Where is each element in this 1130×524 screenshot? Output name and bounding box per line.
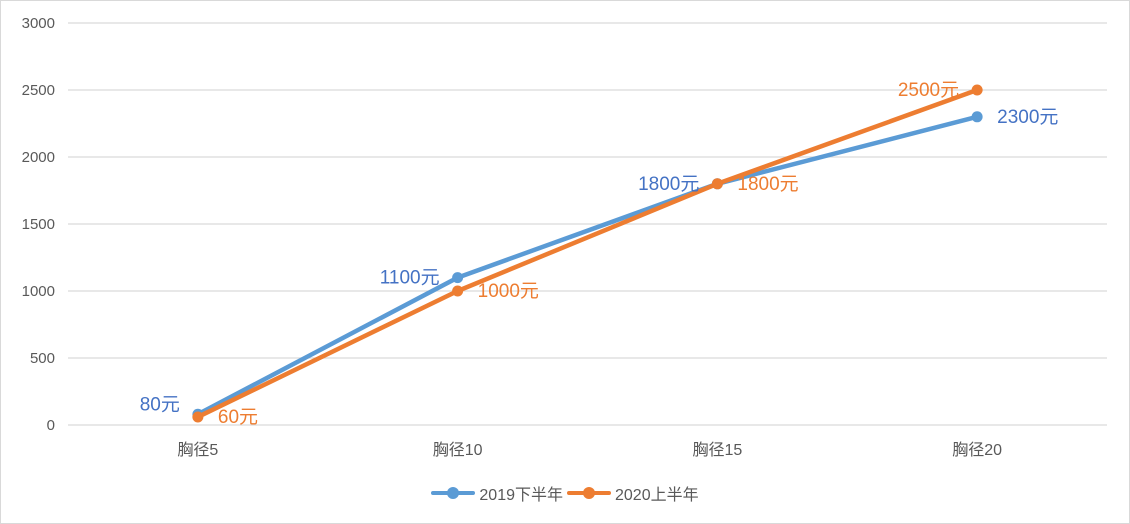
legend-item-2020[interactable]: 2020上半年 [567, 481, 699, 505]
data-label: 1800元 [638, 174, 699, 195]
data-label: 80元 [140, 394, 180, 415]
y-tick-label: 2500 [22, 82, 55, 99]
data-label: 2300元 [997, 107, 1058, 128]
gridlines [68, 22, 1107, 426]
data-label: 1000元 [478, 281, 539, 302]
legend-label: 2020上半年 [615, 487, 699, 504]
y-tick-label: 0 [47, 417, 55, 434]
y-tick-label: 3000 [22, 15, 55, 32]
data-point-marker[interactable] [192, 411, 204, 423]
data-point-marker[interactable] [971, 111, 983, 123]
x-tick-label: 胸径10 [433, 441, 483, 459]
data-label: 1800元 [737, 174, 798, 195]
x-tick-label: 胸径15 [692, 441, 742, 459]
data-labels: 80元 1100元 1800元 2300元 60元 1000元 1800元 2500元 [140, 80, 1059, 428]
y-tick-label: 1000 [22, 283, 55, 300]
legend: 2019下半年 2020上半年 [0, 481, 1130, 505]
line-marker-icon [567, 486, 611, 500]
legend-label: 2019下半年 [479, 487, 563, 504]
data-label: 60元 [218, 407, 258, 428]
y-tick-label: 1500 [22, 216, 55, 233]
series-line[interactable] [195, 114, 980, 417]
line-marker-icon [431, 486, 476, 500]
legend-item-2019[interactable]: 2019下半年 [431, 481, 563, 505]
series-lines [192, 84, 983, 423]
y-axis: 0 500 1000 1500 2000 2500 3000 [22, 15, 55, 434]
data-point-marker[interactable] [711, 178, 723, 190]
y-tick-label: 500 [30, 350, 55, 367]
data-point-marker[interactable] [971, 84, 983, 96]
data-label: 1100元 [380, 268, 440, 289]
series-line[interactable] [195, 87, 980, 420]
x-axis: 胸径5 胸径10 胸径15 胸径20 [177, 441, 1002, 459]
data-point-marker[interactable] [452, 272, 464, 284]
x-tick-label: 胸径5 [177, 441, 218, 459]
data-point-marker[interactable] [452, 285, 464, 297]
y-tick-label: 2000 [22, 149, 55, 166]
x-tick-label: 胸径20 [952, 441, 1002, 459]
data-label: 2500元 [898, 80, 959, 101]
